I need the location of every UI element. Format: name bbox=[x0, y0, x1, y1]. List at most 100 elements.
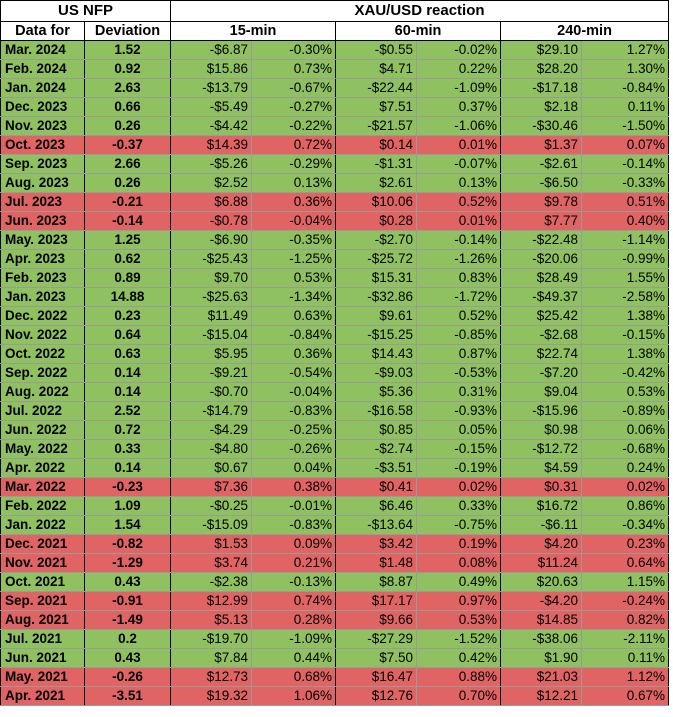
change-240min-cell: $1.90 bbox=[500, 648, 583, 668]
pct-15min-cell: 0.73% bbox=[251, 59, 337, 79]
pct-240min-cell: 0.06% bbox=[581, 420, 670, 440]
table-row: Dec. 2022 0.23 $11.49 0.63% $9.61 0.52% $25.42… bbox=[0, 306, 670, 326]
deviation-cell: 0.2 bbox=[83, 629, 172, 649]
change-240min-cell: $25.42 bbox=[500, 306, 583, 326]
pct-240min-cell: 0.23% bbox=[581, 534, 670, 554]
table-row: Jun. 2023 -0.14 -$0.78 -0.04% $0.28 0.01% $7.7… bbox=[0, 211, 670, 231]
change-240min-cell: $28.20 bbox=[500, 59, 583, 79]
date-cell: Jan. 2022 bbox=[0, 515, 85, 535]
pct-240min-cell: -0.89% bbox=[581, 401, 670, 421]
xau-usd-reaction-header: XAU/USD reaction bbox=[170, 0, 670, 22]
pct-240min-cell: 0.11% bbox=[581, 648, 670, 668]
change-15min-cell: -$14.79 bbox=[170, 401, 253, 421]
date-cell: Aug. 2022 bbox=[0, 382, 85, 402]
change-240min-cell: -$20.06 bbox=[500, 249, 583, 269]
change-60min-cell: -$9.03 bbox=[335, 363, 418, 383]
deviation-cell: 0.33 bbox=[83, 439, 172, 459]
pct-240min-cell: -1.50% bbox=[581, 116, 670, 136]
date-cell: Jun. 2021 bbox=[0, 648, 85, 668]
pct-240min-cell: 0.82% bbox=[581, 610, 670, 630]
change-15min-cell: $12.99 bbox=[170, 591, 253, 611]
date-cell: Jul. 2022 bbox=[0, 401, 85, 421]
pct-15min-cell: 0.38% bbox=[251, 477, 337, 497]
change-60min-cell: $0.85 bbox=[335, 420, 418, 440]
pct-240min-cell: 1.38% bbox=[581, 344, 670, 364]
change-15min-cell: $11.49 bbox=[170, 306, 253, 326]
deviation-cell: 2.63 bbox=[83, 78, 172, 98]
change-60min-cell: $7.51 bbox=[335, 97, 418, 117]
pct-15min-cell: 0.36% bbox=[251, 192, 337, 212]
date-cell: Jul. 2023 bbox=[0, 192, 85, 212]
table-row: Jan. 2024 2.63 -$13.79 -0.67% -$22.44 -1.09% -… bbox=[0, 78, 670, 98]
change-60min-cell: -$27.29 bbox=[335, 629, 418, 649]
change-15min-cell: $12.73 bbox=[170, 667, 253, 687]
pct-15min-cell: 0.04% bbox=[251, 458, 337, 478]
pct-60min-cell: 0.05% bbox=[416, 420, 502, 440]
table-row: Feb. 2024 0.92 $15.86 0.73% $4.71 0.22% $28.20… bbox=[0, 59, 670, 79]
change-60min-cell: $9.66 bbox=[335, 610, 418, 630]
change-60min-cell: -$13.64 bbox=[335, 515, 418, 535]
table-row: Oct. 2022 0.63 $5.95 0.36% $14.43 0.87% $22.74… bbox=[0, 344, 670, 364]
change-15min-cell: $7.36 bbox=[170, 477, 253, 497]
deviation-cell: 0.14 bbox=[83, 382, 172, 402]
pct-240min-cell: 1.12% bbox=[581, 667, 670, 687]
pct-60min-cell: 0.70% bbox=[416, 686, 502, 706]
pct-15min-cell: -1.09% bbox=[251, 629, 337, 649]
date-cell: Mar. 2024 bbox=[0, 40, 85, 60]
deviation-cell: 0.23 bbox=[83, 306, 172, 326]
deviation-cell: -3.51 bbox=[83, 686, 172, 706]
pct-60min-cell: -1.26% bbox=[416, 249, 502, 269]
table-row: Jun. 2022 0.72 -$4.29 -0.25% $0.85 0.05% $0.98… bbox=[0, 420, 670, 440]
deviation-cell: -1.49 bbox=[83, 610, 172, 630]
change-60min-cell: $1.48 bbox=[335, 553, 418, 573]
change-240min-cell: -$38.06 bbox=[500, 629, 583, 649]
pct-240min-cell: 0.51% bbox=[581, 192, 670, 212]
table-row: Nov. 2023 0.26 -$4.42 -0.22% -$21.57 -1.06% -$… bbox=[0, 116, 670, 136]
deviation-cell: 14.88 bbox=[83, 287, 172, 307]
date-cell: Aug. 2023 bbox=[0, 173, 85, 193]
change-15min-cell: -$0.78 bbox=[170, 211, 253, 231]
change-240min-cell: $14.85 bbox=[500, 610, 583, 630]
pct-15min-cell: -0.67% bbox=[251, 78, 337, 98]
min60-header: 60-min bbox=[335, 21, 502, 41]
pct-15min-cell: 0.63% bbox=[251, 306, 337, 326]
deviation-cell: 1.09 bbox=[83, 496, 172, 516]
pct-15min-cell: 0.68% bbox=[251, 667, 337, 687]
pct-240min-cell: 0.11% bbox=[581, 97, 670, 117]
change-15min-cell: $15.86 bbox=[170, 59, 253, 79]
deviation-cell: -0.14 bbox=[83, 211, 172, 231]
pct-15min-cell: 0.09% bbox=[251, 534, 337, 554]
pct-15min-cell: 0.13% bbox=[251, 173, 337, 193]
pct-15min-cell: -0.29% bbox=[251, 154, 337, 174]
date-cell: Jun. 2022 bbox=[0, 420, 85, 440]
change-60min-cell: $9.61 bbox=[335, 306, 418, 326]
change-15min-cell: $2.52 bbox=[170, 173, 253, 193]
pct-15min-cell: 0.21% bbox=[251, 553, 337, 573]
change-240min-cell: $11.24 bbox=[500, 553, 583, 573]
pct-15min-cell: -1.25% bbox=[251, 249, 337, 269]
deviation-cell: 2.52 bbox=[83, 401, 172, 421]
change-15min-cell: -$6.87 bbox=[170, 40, 253, 60]
table-row: Feb. 2022 1.09 -$0.25 -0.01% $6.46 0.33% $16.7… bbox=[0, 496, 670, 516]
pct-60min-cell: -1.09% bbox=[416, 78, 502, 98]
table-row: Dec. 2023 0.66 -$5.49 -0.27% $7.51 0.37% $2.18… bbox=[0, 97, 670, 117]
pct-60min-cell: 0.08% bbox=[416, 553, 502, 573]
change-60min-cell: $10.06 bbox=[335, 192, 418, 212]
date-cell: May. 2022 bbox=[0, 439, 85, 459]
deviation-cell: 1.54 bbox=[83, 515, 172, 535]
date-cell: Dec. 2021 bbox=[0, 534, 85, 554]
pct-15min-cell: -0.83% bbox=[251, 401, 337, 421]
pct-240min-cell: 1.27% bbox=[581, 40, 670, 60]
date-cell: Oct. 2021 bbox=[0, 572, 85, 592]
table-row: Jul. 2022 2.52 -$14.79 -0.83% -$16.58 -0.93% -… bbox=[0, 401, 670, 421]
change-15min-cell: $1.53 bbox=[170, 534, 253, 554]
date-cell: Jul. 2021 bbox=[0, 629, 85, 649]
pct-15min-cell: 0.36% bbox=[251, 344, 337, 364]
change-240min-cell: $12.21 bbox=[500, 686, 583, 706]
change-240min-cell: -$4.20 bbox=[500, 591, 583, 611]
deviation-cell: -0.37 bbox=[83, 135, 172, 155]
pct-15min-cell: 0.53% bbox=[251, 268, 337, 288]
change-15min-cell: $5.95 bbox=[170, 344, 253, 364]
date-cell: Apr. 2023 bbox=[0, 249, 85, 269]
table-row: Sep. 2021 -0.91 $12.99 0.74% $17.17 0.97% -$4.… bbox=[0, 591, 670, 611]
